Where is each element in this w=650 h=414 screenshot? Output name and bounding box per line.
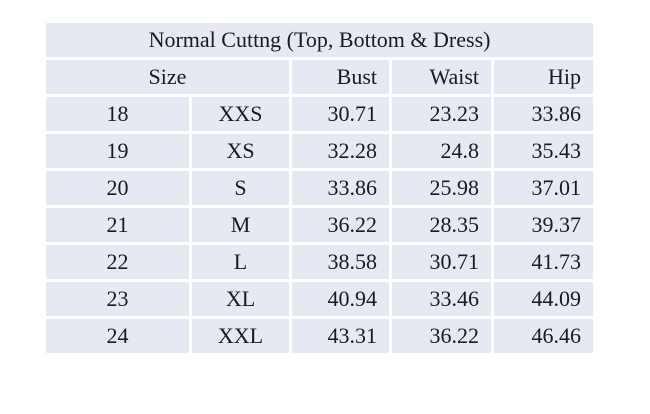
hip-cell: 33.86 [490,94,597,134]
hip-cell: 37.01 [490,168,597,208]
waist-cell: 25.98 [389,168,494,208]
table-title: Normal Cuttng (Top, Bottom & Dress) [42,20,597,60]
header-size: Size [43,57,292,97]
hip-cell: 44.09 [490,279,597,319]
title-row: Normal Cuttng (Top, Bottom & Dress) [42,20,597,60]
table-row: 19 XS 32.28 24.8 35.43 [43,131,597,171]
size-label-cell: XXL [189,316,292,356]
size-label-cell: XXS [189,94,292,134]
size-label-cell: M [189,205,292,245]
size-number-cell: 23 [43,279,192,319]
waist-cell: 36.22 [389,316,494,356]
size-number-cell: 19 [43,131,192,171]
hip-cell: 46.46 [490,316,597,356]
table-row: 20 S 33.86 25.98 37.01 [43,168,597,208]
hip-cell: 35.43 [490,131,597,171]
waist-cell: 28.35 [389,205,494,245]
size-chart-table: Normal Cuttng (Top, Bottom & Dress) Size… [42,20,597,356]
size-label-cell: XS [189,131,292,171]
size-label-cell: S [189,168,292,208]
waist-cell: 24.8 [389,131,494,171]
waist-cell: 23.23 [389,94,494,134]
table-row: 18 XXS 30.71 23.23 33.86 [43,94,597,134]
table-row: 22 L 38.58 30.71 41.73 [43,242,597,282]
table-row: 21 M 36.22 28.35 39.37 [43,205,597,245]
bust-cell: 43.31 [289,316,392,356]
table-row: 24 XXL 43.31 36.22 46.46 [43,316,597,356]
table-row: 23 XL 40.94 33.46 44.09 [43,279,597,319]
header-hip: Hip [490,57,597,97]
header-row: Size Bust Waist Hip [43,57,597,97]
bust-cell: 33.86 [289,168,392,208]
size-number-cell: 18 [43,94,192,134]
header-waist: Waist [389,57,494,97]
size-number-cell: 20 [43,168,192,208]
size-number-cell: 22 [43,242,192,282]
header-bust: Bust [289,57,392,97]
bust-cell: 32.28 [289,131,392,171]
bust-cell: 40.94 [289,279,392,319]
hip-cell: 41.73 [490,242,597,282]
bust-cell: 30.71 [289,94,392,134]
size-label-cell: XL [189,279,292,319]
size-number-cell: 24 [43,316,192,356]
bust-cell: 36.22 [289,205,392,245]
waist-cell: 30.71 [389,242,494,282]
size-label-cell: L [189,242,292,282]
hip-cell: 39.37 [490,205,597,245]
waist-cell: 33.46 [389,279,494,319]
bust-cell: 38.58 [289,242,392,282]
size-number-cell: 21 [43,205,192,245]
